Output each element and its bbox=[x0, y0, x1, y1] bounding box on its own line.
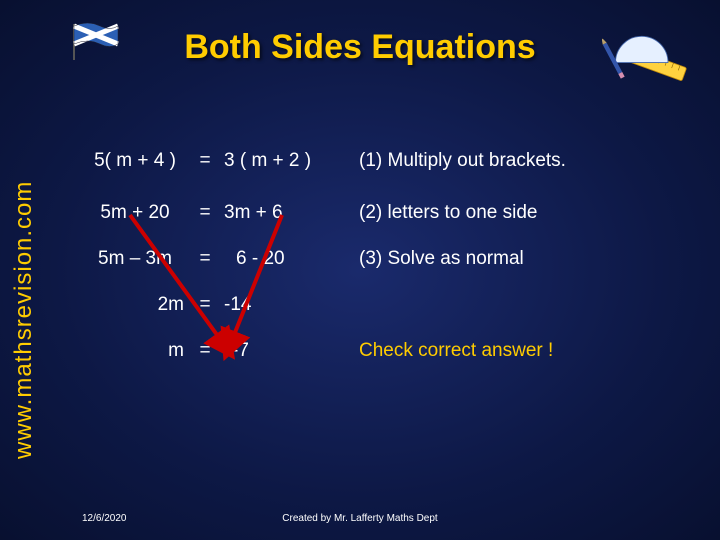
step-4: 2m = -14 bbox=[80, 294, 700, 316]
website-url: www.mathsrevision.com bbox=[10, 120, 42, 520]
step-1-note: (1) Multiply out brackets. bbox=[335, 150, 700, 172]
slide-title: Both Sides Equations bbox=[0, 28, 720, 67]
equals: = bbox=[190, 294, 220, 316]
slide: Both Sides Equations www.mathsrevision.c… bbox=[0, 0, 720, 540]
equals: = bbox=[190, 202, 220, 224]
step-3-note: (3) Solve as normal bbox=[335, 248, 700, 270]
step-1-lhs: 5( m + 4 ) bbox=[80, 150, 190, 172]
footer-credit: Created by Mr. Lafferty Maths Dept bbox=[0, 513, 720, 524]
step-5-rhs: -7 bbox=[220, 340, 335, 362]
step-3-rhs: 6 - 20 bbox=[220, 248, 335, 270]
equation-steps: 5( m + 4 ) = 3 ( m + 2 ) (1) Multiply ou… bbox=[80, 150, 700, 490]
step-4-lhs: 2m bbox=[80, 294, 190, 316]
step-1: 5( m + 4 ) = 3 ( m + 2 ) (1) Multiply ou… bbox=[80, 150, 700, 172]
step-3-lhs: 5m – 3m bbox=[80, 248, 190, 270]
step-1-rhs: 3 ( m + 2 ) bbox=[220, 150, 335, 172]
step-2: 5m + 20 = 3m + 6 (2) letters to one side bbox=[80, 202, 700, 224]
step-3: 5m – 3m = 6 - 20 (3) Solve as normal bbox=[80, 248, 700, 270]
step-5-lhs: m bbox=[80, 340, 190, 362]
step-2-lhs: 5m + 20 bbox=[80, 202, 190, 224]
step-5-note: Check correct answer ! bbox=[335, 340, 700, 362]
equals: = bbox=[190, 150, 220, 172]
step-2-rhs: 3m + 6 bbox=[220, 202, 335, 224]
step-4-rhs: -14 bbox=[220, 294, 335, 316]
equals: = bbox=[190, 340, 220, 362]
step-2-note: (2) letters to one side bbox=[335, 202, 700, 224]
equals: = bbox=[190, 248, 220, 270]
step-5: m = -7 Check correct answer ! bbox=[80, 340, 700, 362]
